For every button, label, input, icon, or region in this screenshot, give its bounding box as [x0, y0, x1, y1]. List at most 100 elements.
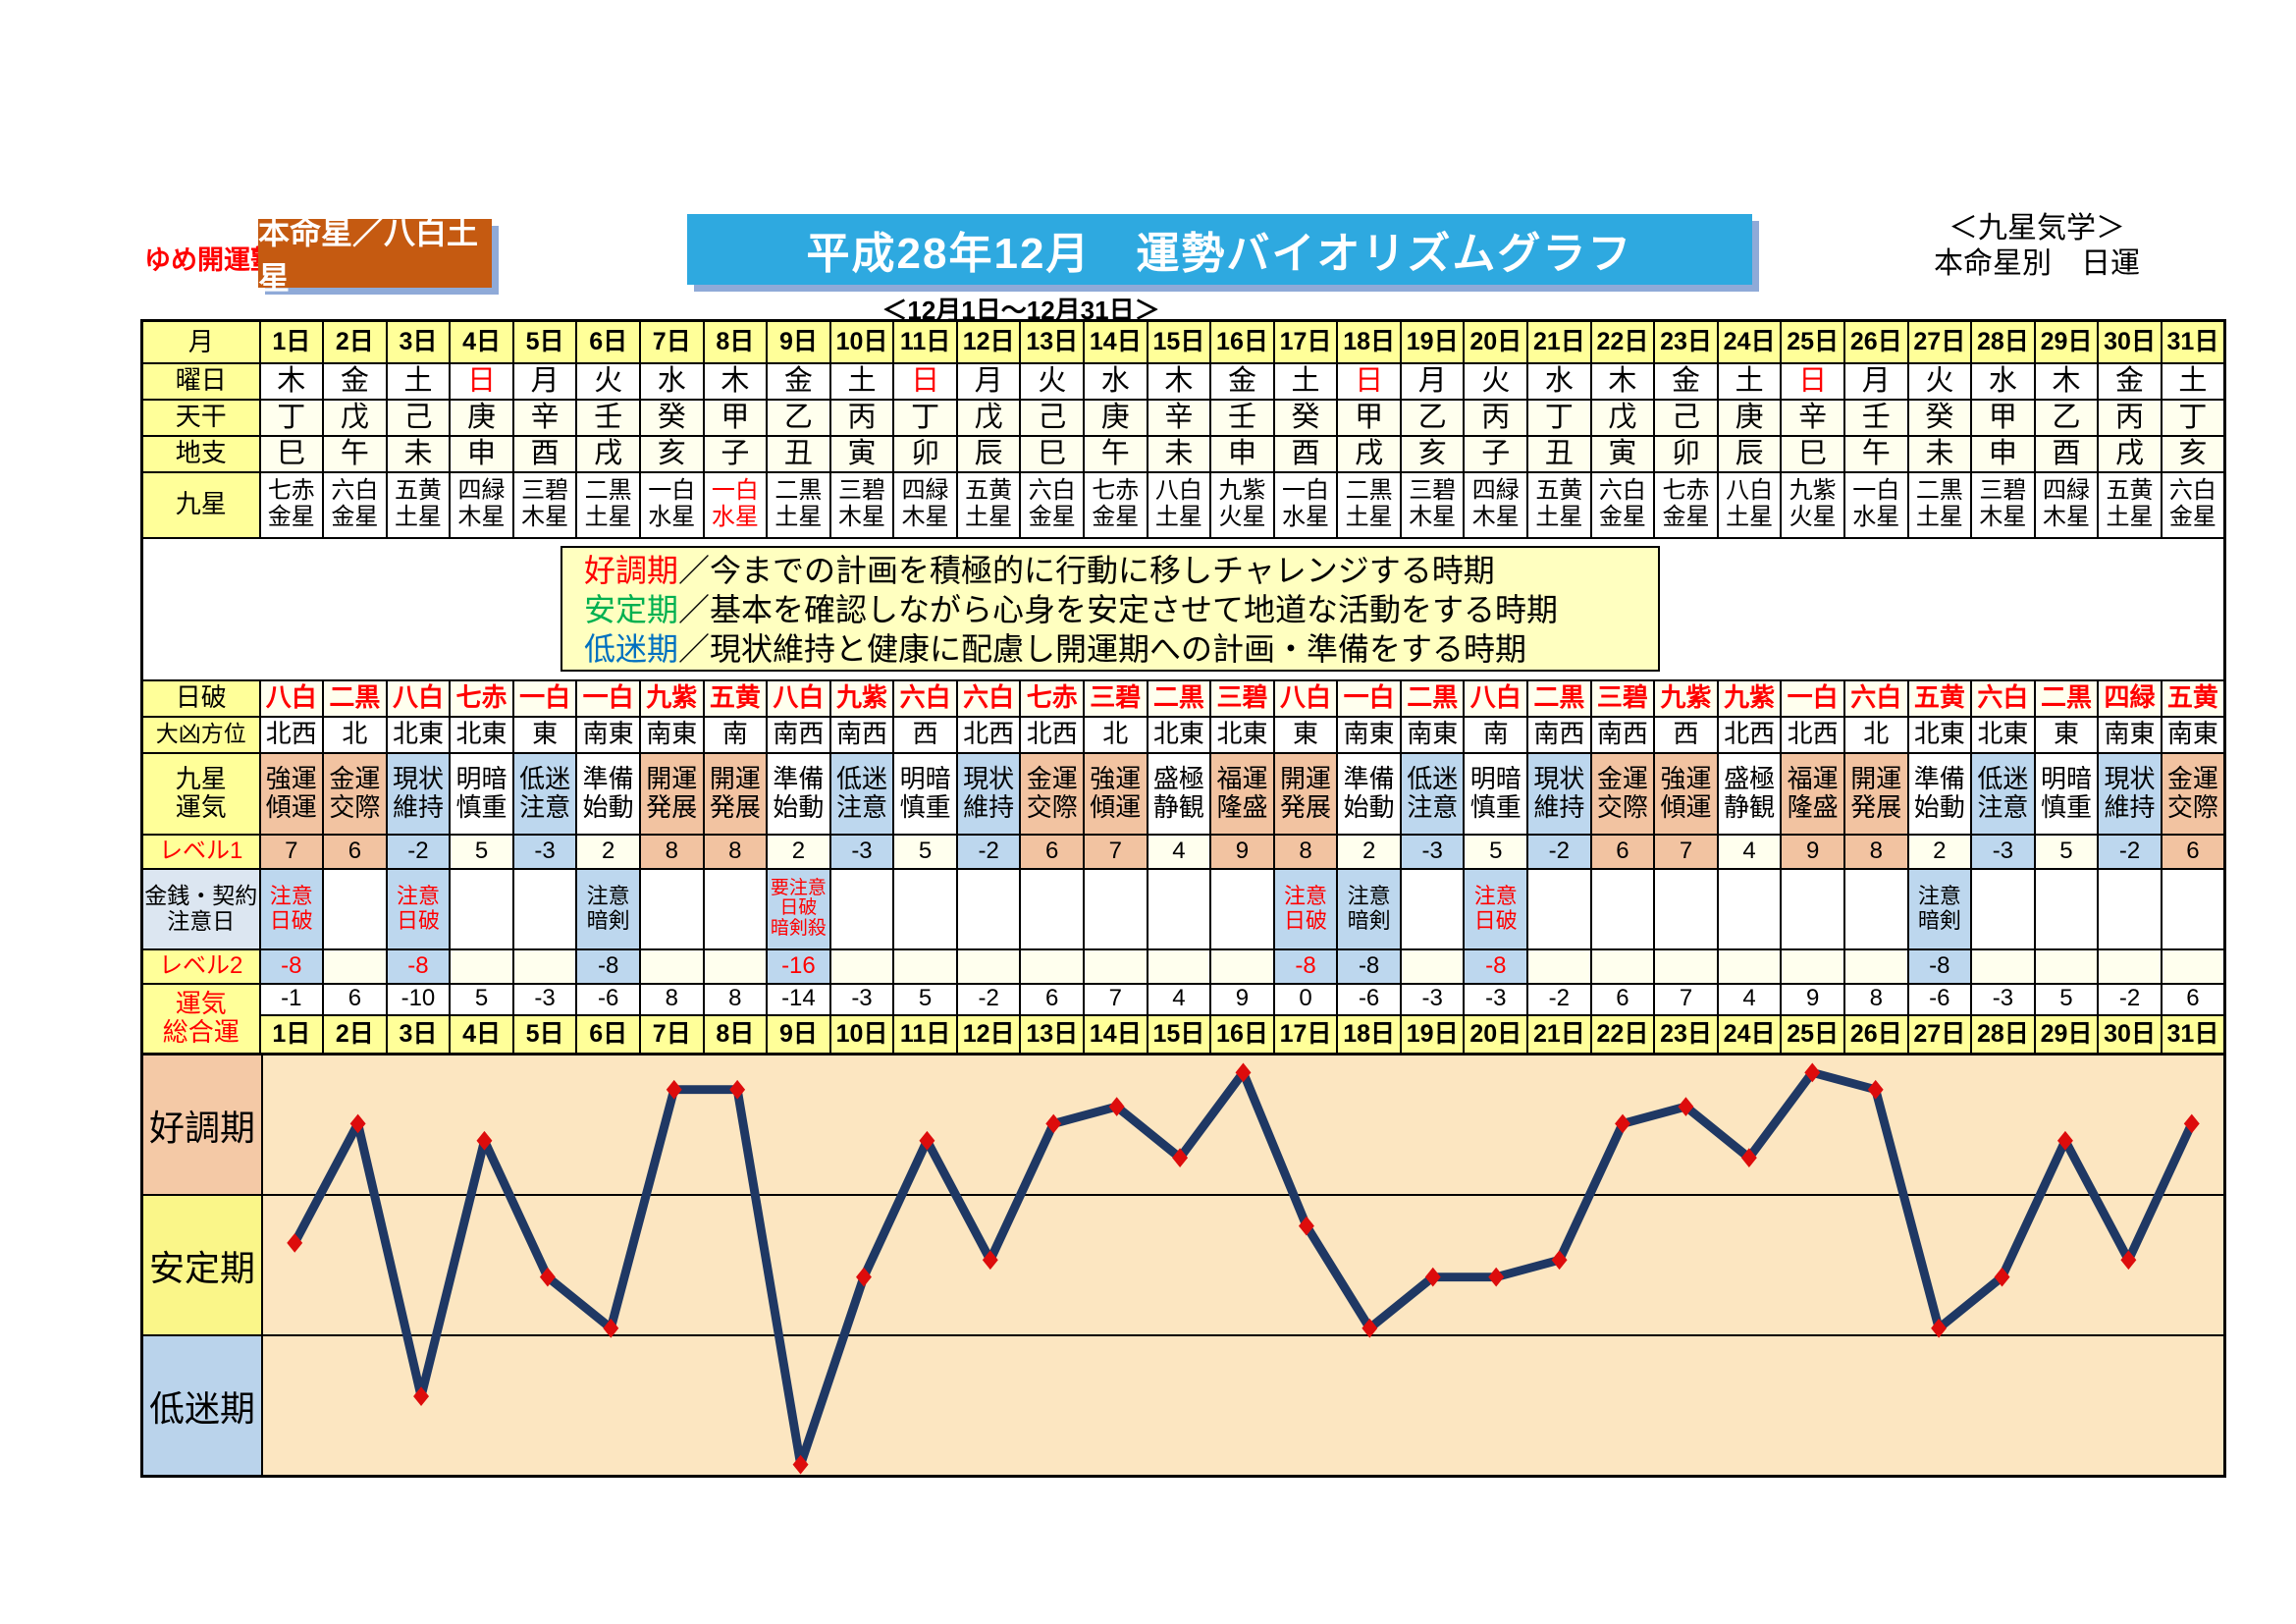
level1-cell: -3 — [513, 835, 577, 869]
day-footer-cell: 3日 — [387, 1015, 451, 1055]
row-header-sogo: 運気 総合運 — [142, 984, 260, 1055]
tenkan-cell: 癸 — [1274, 400, 1338, 436]
level2-cell: -8 — [1274, 949, 1338, 984]
day-header-cell: 28日 — [1971, 321, 2035, 363]
nippa-cell: 八白 — [1274, 680, 1338, 717]
youbi-cell: 月 — [1401, 363, 1465, 400]
youbi-cell: 木 — [1591, 363, 1655, 400]
chishi-cell: 亥 — [2162, 436, 2225, 472]
day-footer-cell: 17日 — [1274, 1015, 1338, 1055]
day-header-cell: 25日 — [1781, 321, 1844, 363]
unki-cell: 福運 隆盛 — [1781, 753, 1844, 835]
level1-cell: 8 — [704, 835, 768, 869]
tenkan-cell: 乙 — [2035, 400, 2099, 436]
sogo-value-cell: 8 — [704, 984, 768, 1015]
unki-cell: 開運 発展 — [704, 753, 768, 835]
nippa-cell: 六白 — [1844, 680, 1908, 717]
youbi-cell: 土 — [387, 363, 451, 400]
chishi-cell: 卯 — [893, 436, 957, 472]
sogo-value-cell: 6 — [323, 984, 387, 1015]
kinsen-cell: 要注意 日破 暗剣殺 — [767, 869, 830, 949]
sogo-value-cell: 6 — [1020, 984, 1084, 1015]
kyusei-cell: 六白 金星 — [2162, 472, 2225, 538]
row-header-chishi: 地支 — [142, 436, 260, 472]
nippa-cell: 八白 — [387, 680, 451, 717]
kyusei-cell: 四緑 木星 — [450, 472, 513, 538]
sogo-value-cell: 7 — [1654, 984, 1718, 1015]
unki-cell: 福運 隆盛 — [1210, 753, 1274, 835]
nippa-cell: 六白 — [893, 680, 957, 717]
chishi-cell: 戌 — [576, 436, 640, 472]
level1-cell: -3 — [830, 835, 894, 869]
tenkan-cell: 己 — [1654, 400, 1718, 436]
youbi-cell: 金 — [767, 363, 830, 400]
day-footer-cell: 18日 — [1337, 1015, 1401, 1055]
youbi-cell: 木 — [1148, 363, 1211, 400]
chishi-cell: 子 — [1464, 436, 1527, 472]
chishi-cell: 巳 — [1781, 436, 1844, 472]
kyusei-cell: 五黄 土星 — [387, 472, 451, 538]
tenkan-cell: 庚 — [450, 400, 513, 436]
sogo-value-cell: 9 — [1781, 984, 1844, 1015]
nippa-cell: 一白 — [1781, 680, 1844, 717]
day-header-cell: 29日 — [2035, 321, 2099, 363]
daikyo-cell: 東 — [1274, 717, 1338, 753]
day-header-cell: 17日 — [1274, 321, 1338, 363]
kyusei-cell: 八白 土星 — [1148, 472, 1211, 538]
youbi-cell: 木 — [2035, 363, 2099, 400]
nippa-cell: 七赤 — [1020, 680, 1084, 717]
day-header-cell: 5日 — [513, 321, 577, 363]
kyusei-cell: 五黄 土星 — [1527, 472, 1591, 538]
nippa-cell: 三碧 — [1210, 680, 1274, 717]
sogo-value-cell: 8 — [640, 984, 704, 1015]
youbi-cell: 金 — [323, 363, 387, 400]
kyusei-cell: 三碧 木星 — [830, 472, 894, 538]
sogo-value-cell: 8 — [1844, 984, 1908, 1015]
level1-cell: 6 — [2162, 835, 2225, 869]
level1-cell: -2 — [957, 835, 1021, 869]
tenkan-cell: 丙 — [2098, 400, 2162, 436]
day-header-cell: 13日 — [1020, 321, 1084, 363]
nippa-cell: 二黒 — [323, 680, 387, 717]
tenkan-cell: 丁 — [1527, 400, 1591, 436]
kinsen-cell — [2035, 869, 2099, 949]
tenkan-cell: 戊 — [323, 400, 387, 436]
day-header-cell: 10日 — [830, 321, 894, 363]
sogo-value-cell: -3 — [1401, 984, 1465, 1015]
level1-cell: 5 — [2035, 835, 2099, 869]
unki-cell: 開運 発展 — [1274, 753, 1338, 835]
chart-band-labels: 好調期 安定期 低迷期 — [143, 1056, 263, 1475]
honmeisei-badge: 本命星／八白土星 — [258, 219, 492, 288]
day-header-cell: 1日 — [260, 321, 324, 363]
day-footer-cell: 6日 — [576, 1015, 640, 1055]
level1-cell: 5 — [893, 835, 957, 869]
day-header-cell: 18日 — [1337, 321, 1401, 363]
youbi-cell: 月 — [957, 363, 1021, 400]
tenkan-cell: 戊 — [1591, 400, 1655, 436]
kinsen-cell — [893, 869, 957, 949]
kinsen-cell — [513, 869, 577, 949]
level2-cell — [1148, 949, 1211, 984]
youbi-cell: 金 — [1210, 363, 1274, 400]
chart-plot-area — [263, 1056, 2223, 1475]
youbi-cell: 水 — [1527, 363, 1591, 400]
kyusei-cell: 九紫 火星 — [1210, 472, 1274, 538]
kinsen-cell — [1591, 869, 1655, 949]
day-footer-cell: 21日 — [1527, 1015, 1591, 1055]
biorhythm-chart: 好調期 安定期 低迷期 — [140, 1053, 2226, 1478]
level1-cell: 6 — [1591, 835, 1655, 869]
day-footer-cell: 30日 — [2098, 1015, 2162, 1055]
tenkan-cell: 癸 — [1908, 400, 1972, 436]
row-header-level2: レベル2 — [142, 949, 260, 984]
chishi-cell: 未 — [1148, 436, 1211, 472]
daikyo-cell: 南東 — [1337, 717, 1401, 753]
row-header-tenkan: 天干 — [142, 400, 260, 436]
sogo-value-cell: 5 — [450, 984, 513, 1015]
daikyo-cell: 南 — [704, 717, 768, 753]
sogo-value-cell: 5 — [893, 984, 957, 1015]
day-header-cell: 7日 — [640, 321, 704, 363]
daikyo-cell: 南東 — [2162, 717, 2225, 753]
youbi-cell: 金 — [2098, 363, 2162, 400]
unki-cell: 準備 始動 — [1908, 753, 1972, 835]
kinsen-cell — [1781, 869, 1844, 949]
